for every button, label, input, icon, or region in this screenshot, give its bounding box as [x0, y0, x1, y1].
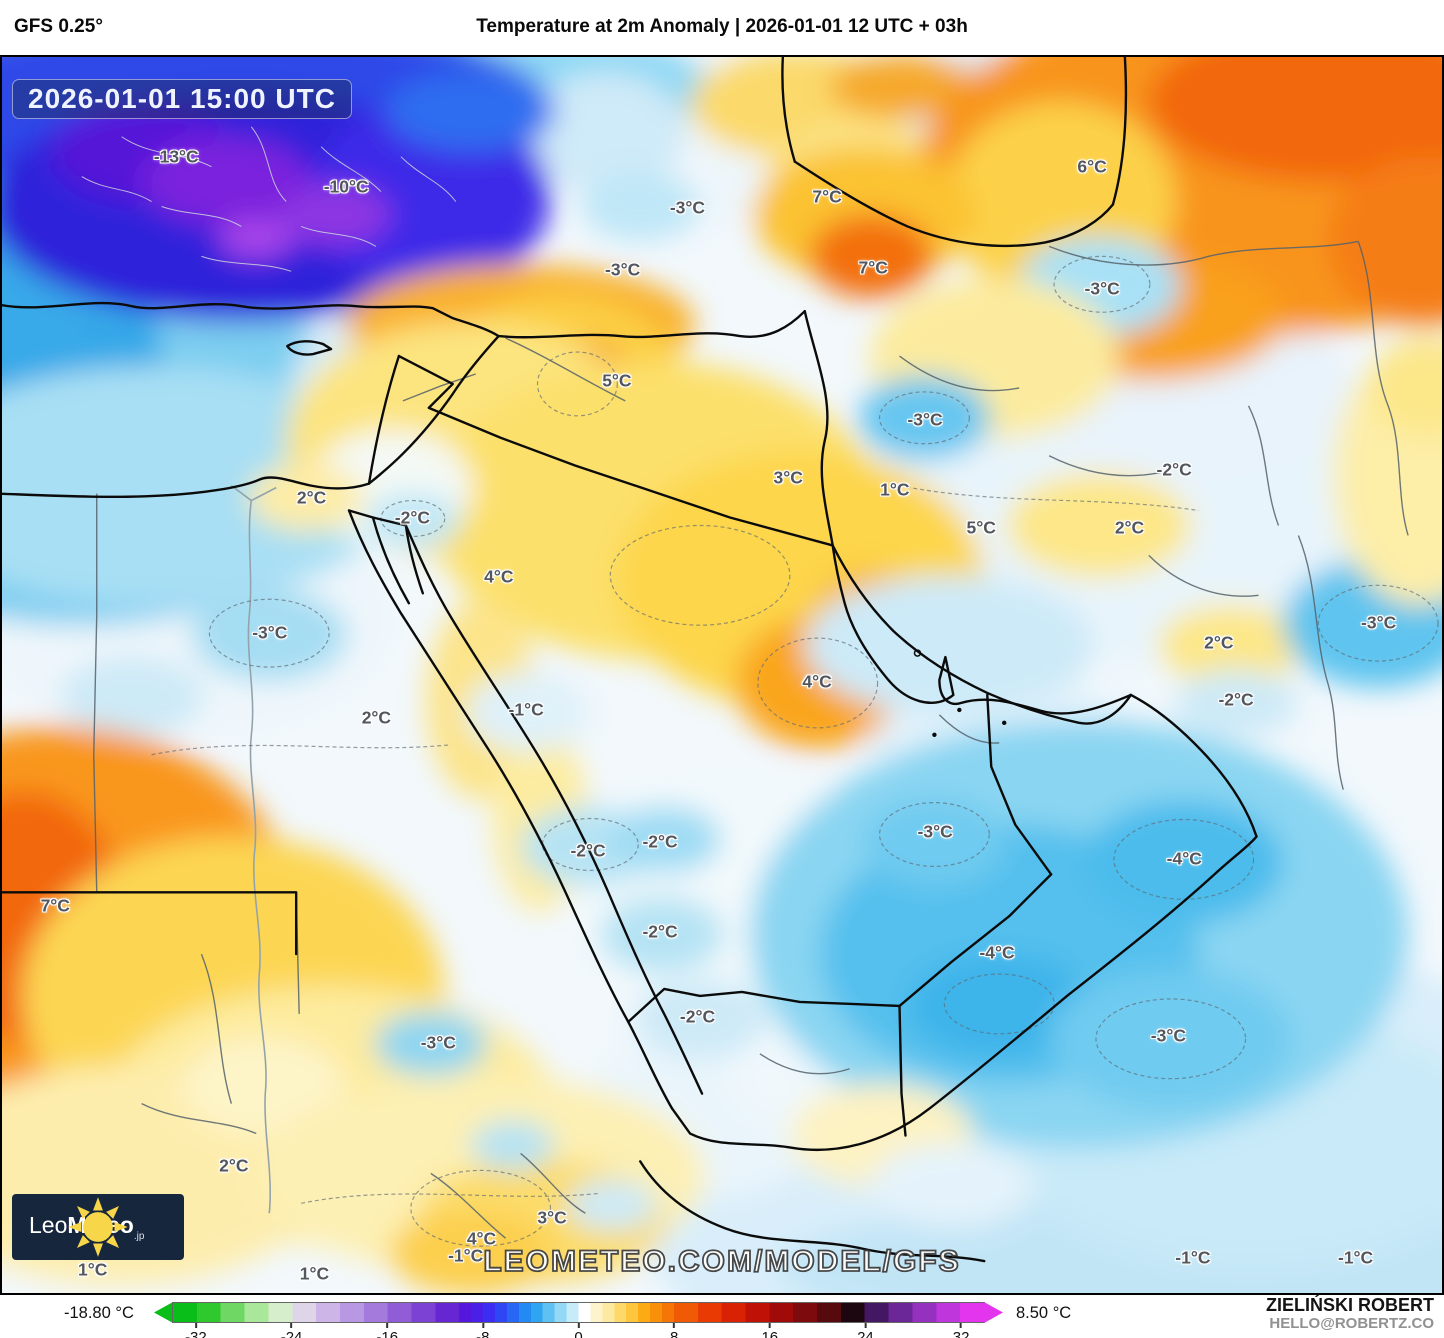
- timestamp-overlay: 2026-01-01 15:00 UTC: [12, 79, 352, 119]
- map-temp-label: -2°C: [394, 507, 430, 528]
- map-temp-label: -2°C: [642, 921, 678, 942]
- map-temp-label: 4°C: [484, 566, 514, 587]
- anomaly-field-svg: [2, 57, 1442, 1293]
- colorbar-tick: 16: [761, 1323, 778, 1338]
- map-temp-label: -2°C: [642, 831, 678, 852]
- map-temp-label: -2°C: [1156, 459, 1192, 480]
- map-temp-label: 3°C: [773, 467, 803, 488]
- map-temp-label: -1°C: [1175, 1247, 1211, 1268]
- map-labels-layer: -13°C -10°C -3°C 7°C 6°C -3°C 7°C -3°C 5°C -3°C -2…: [2, 57, 1442, 1293]
- map-temp-label: -3°C: [917, 821, 953, 842]
- map-temp-label: -1°C: [1337, 1247, 1374, 1268]
- map-temp-label: 1°C: [78, 1259, 108, 1280]
- map-temp-label: -3°C: [252, 622, 288, 643]
- colorbar: -32 -24 -16 -8 0 8 16 24 32: [154, 1302, 1003, 1338]
- header-bar: GFS 0.25° Temperature at 2m Anomaly | 20…: [0, 0, 1444, 55]
- map-temp-label: 7°C: [812, 186, 842, 207]
- map-temp-label: -3°C: [1084, 278, 1120, 299]
- map-temp-label: 6°C: [1077, 156, 1107, 177]
- colorbar-tick: -16: [376, 1323, 398, 1338]
- watermark-text: LEOMETEO.COM/MODEL/GFS: [482, 1244, 961, 1279]
- map-temp-label: -13°C: [153, 146, 199, 167]
- attribution: ZIELIŃSKI ROBERT HELLO@ROBERTZ.CO: [1266, 1295, 1434, 1332]
- model-label: GFS 0.25°: [14, 16, 103, 37]
- map-temp-label: 3°C: [537, 1207, 567, 1228]
- map-temp-label: -10°C: [323, 176, 369, 197]
- leometeo-logo: LeoMeteo.jp: [12, 1194, 184, 1260]
- colorbar-ticks: -32 -24 -16 -8 0 8 16 24 32: [172, 1323, 985, 1338]
- colorbar-tick: -8: [476, 1323, 490, 1338]
- attribution-author: ZIELIŃSKI ROBERT: [1265, 1295, 1434, 1315]
- colorbar-right-arrow: [984, 1302, 1003, 1323]
- map-temp-label: 5°C: [966, 517, 996, 538]
- map-temp-label: 4°C: [802, 671, 832, 692]
- map-temp-label: -3°C: [605, 259, 641, 280]
- coastlines: [2, 57, 1258, 1263]
- attribution-contact: HELLO@ROBERTZ.CO: [1269, 1315, 1434, 1332]
- map-temp-label: -3°C: [1361, 612, 1397, 633]
- map-temp-label: 2°C: [1114, 517, 1145, 538]
- map-temp-label: -3°C: [907, 409, 943, 430]
- map-temp-label: 2°C: [361, 707, 392, 728]
- map-temp-label: 5°C: [602, 370, 632, 391]
- colorbar-min-label: -18.80 °C: [64, 1304, 134, 1322]
- colorbar-max-label: 8.50 °C: [1016, 1304, 1072, 1322]
- map-temp-label: -4°C: [979, 942, 1015, 963]
- map-temp-label: -1°C: [448, 1245, 484, 1266]
- map-temp-label: 4°C: [466, 1228, 497, 1249]
- map-temp-label: 2°C: [1204, 632, 1234, 653]
- map-temp-label: 1°C: [880, 479, 910, 500]
- map-temp-label: -2°C: [570, 840, 606, 860]
- colorbar-tick: 24: [857, 1323, 874, 1338]
- dashed-contours: [151, 255, 1439, 1247]
- colorbar-tick: 8: [670, 1323, 678, 1338]
- country-borders-gray: [93, 240, 1409, 1239]
- colorbar-gradient: [172, 1302, 985, 1323]
- map-temp-label: -3°C: [669, 197, 706, 218]
- colorbar-tick: 0: [574, 1323, 583, 1338]
- province-borders: [81, 126, 457, 272]
- colorbar-left-arrow: [154, 1302, 173, 1323]
- map-temp-label: -4°C: [1166, 848, 1202, 869]
- map-area: -13°C -10°C -3°C 7°C 6°C -3°C 7°C -3°C 5°C -3°C -2…: [0, 55, 1444, 1295]
- anomaly-color-field: [2, 57, 1442, 1293]
- map-temp-label: 1°C: [299, 1263, 330, 1284]
- colorbar-tick: -24: [281, 1323, 302, 1338]
- map-temp-label: -1°C: [508, 699, 544, 720]
- map-temp-label: -3°C: [1150, 1025, 1186, 1046]
- map-temp-label: 2°C: [219, 1155, 249, 1176]
- colorbar-tick: -32: [185, 1323, 207, 1338]
- footer-bar: -18.80 °C -32 -24 -16 -8 0 8 16 24 32 8.50 °C ZI…: [0, 1295, 1444, 1338]
- page-title: Temperature at 2m Anomaly | 2026-01-01 1…: [476, 16, 968, 37]
- map-temp-label: 2°C: [296, 487, 327, 508]
- map-temp-label: 7°C: [858, 257, 888, 278]
- map-temp-label: 7°C: [40, 895, 70, 916]
- map-temp-label: -2°C: [679, 1006, 716, 1027]
- map-temp-label: -3°C: [420, 1032, 456, 1053]
- map-temp-label: -2°C: [1218, 689, 1254, 710]
- colorbar-tick: 32: [953, 1323, 969, 1338]
